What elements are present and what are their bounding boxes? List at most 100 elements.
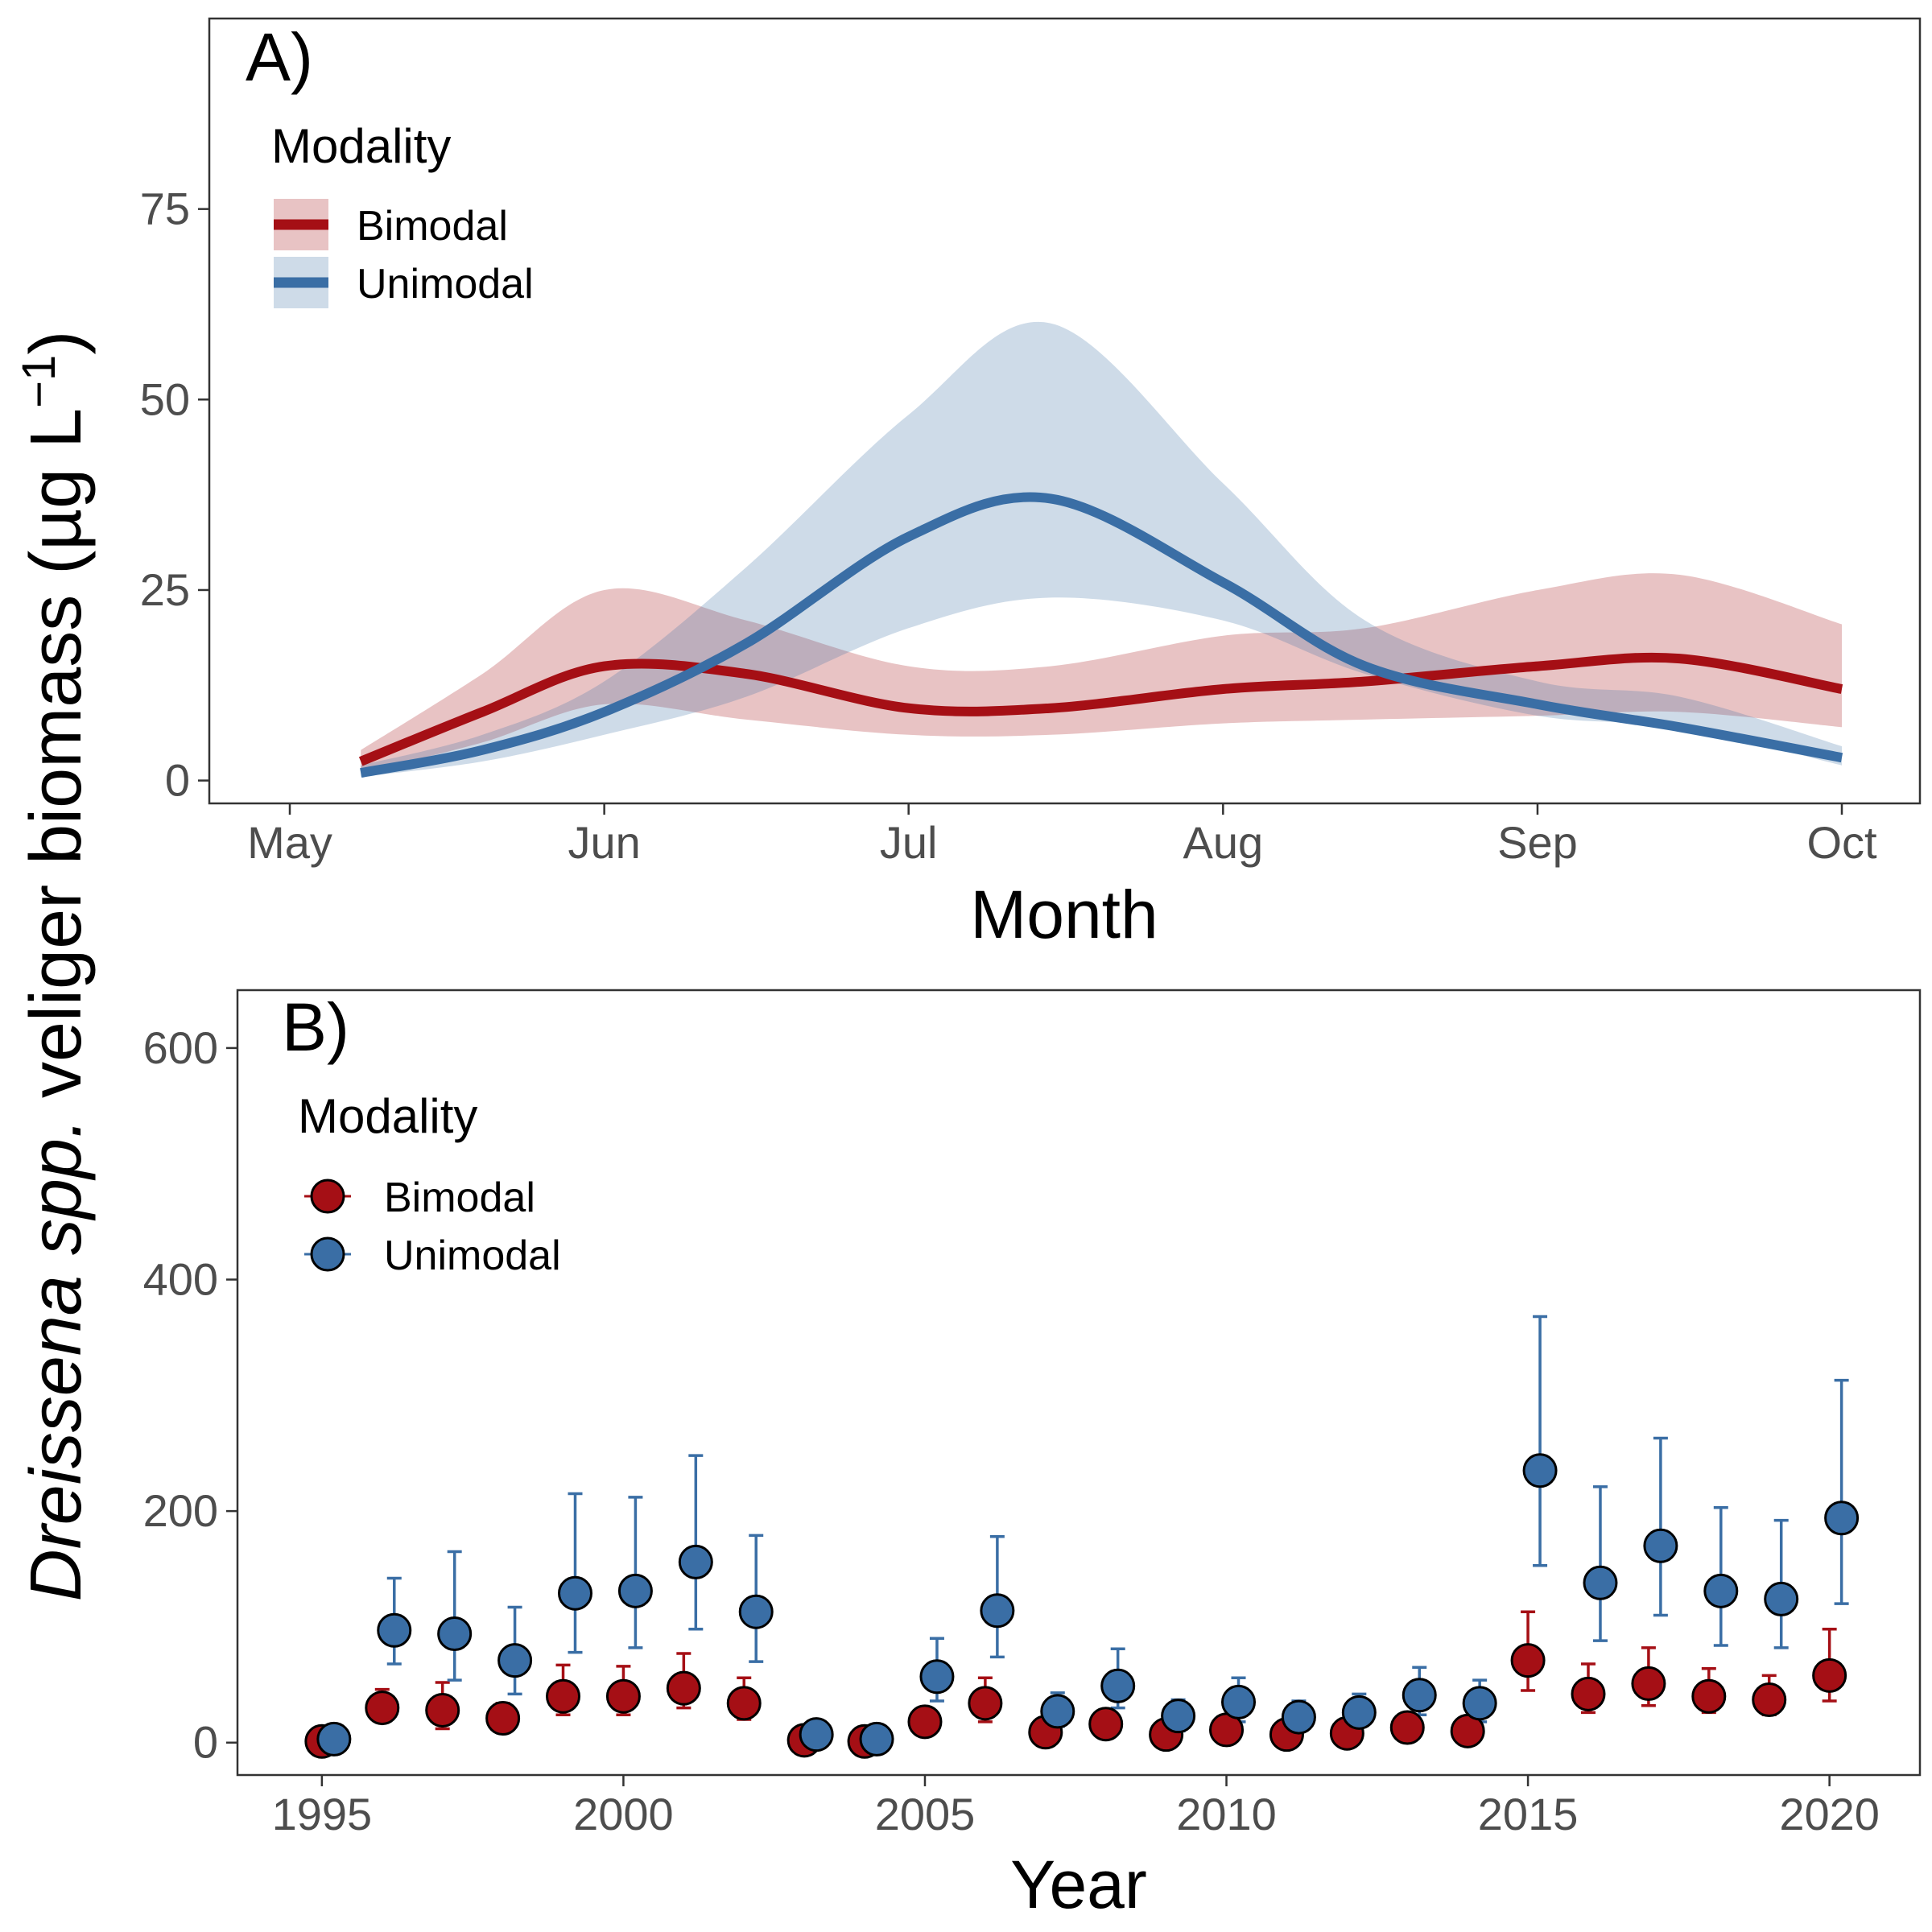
panel-a-xtick-label: May xyxy=(247,817,332,868)
panel-b-legend-label-bimodal: Bimodal xyxy=(384,1174,535,1221)
panel-a-ytick-label: 75 xyxy=(140,184,190,234)
panel-b-ytick-label: 400 xyxy=(143,1254,218,1305)
panel-b-point-bimodal xyxy=(546,1678,581,1714)
panel-b-point-unimodal xyxy=(1402,1678,1437,1713)
panel-a-legend-title: Modality xyxy=(271,119,451,173)
panel-b-point-bimodal xyxy=(1631,1666,1666,1701)
panel-a: A) 0 25 50 75 May Jun Jul Aug Sep Oct Month Moda… xyxy=(140,17,1922,952)
panel-a-frame xyxy=(208,17,1922,805)
panel-b-point-unimodal xyxy=(1281,1699,1316,1735)
y-axis-title-italic: Dreissena spp. xyxy=(16,1118,97,1601)
panel-b-point-unimodal xyxy=(497,1643,533,1678)
panel-b-legend-key-bimodal-point xyxy=(310,1179,345,1214)
panel-b-point-unimodal xyxy=(1703,1573,1739,1608)
y-axis-title-superscript: −1 xyxy=(13,355,65,408)
panel-b-point-bimodal xyxy=(1088,1707,1124,1742)
panel-a-legend-label-unimodal: Unimodal xyxy=(357,261,534,308)
panel-b-point-unimodal xyxy=(316,1721,352,1757)
panel-b-point-unimodal xyxy=(1462,1686,1497,1721)
panel-a-xtick-label: Aug xyxy=(1183,817,1264,868)
panel-b-point-bimodal xyxy=(666,1670,701,1706)
panel-b-point-bimodal xyxy=(485,1701,521,1736)
panel-b-point-bimodal xyxy=(726,1686,762,1721)
panel-b-yticks: 0 200 400 600 xyxy=(143,1022,237,1768)
panel-b-legend-key-unimodal-point xyxy=(310,1236,345,1272)
panel-a-band-unimodal xyxy=(361,321,1843,777)
panel-b-point-unimodal xyxy=(617,1573,653,1608)
panel-a-ytick-label: 25 xyxy=(140,564,190,615)
panel-a-xtick-label: Jul xyxy=(880,817,938,868)
panel-b-legend-title: Modality xyxy=(298,1089,477,1143)
panel-b-point-unimodal xyxy=(1161,1699,1196,1734)
panel-a-xtick-label: Sep xyxy=(1497,817,1578,868)
panel-a-line-unimodal xyxy=(360,492,1843,778)
panel-b-errorbar-unimodal xyxy=(1533,1315,1548,1567)
panel-b-point-unimodal xyxy=(1100,1668,1136,1703)
panel-b-legend-item-unimodal: Unimodal xyxy=(304,1232,561,1279)
panel-b-frame xyxy=(236,989,1922,1777)
panel-b-point-bimodal xyxy=(1510,1643,1546,1678)
panel-b-point-unimodal xyxy=(1341,1695,1377,1730)
panel-b-legend: Modality Bimodal Unimodal xyxy=(298,1089,561,1279)
panel-b-points xyxy=(304,1453,1860,1759)
panel-b-errorbar-unimodal xyxy=(1653,1436,1668,1617)
panel-b: B) 0 200 400 600 1995 2000 2005 2010 2015 2020 Y… xyxy=(143,989,1922,1922)
panel-b-point-unimodal xyxy=(738,1594,774,1629)
panel-b-point-bimodal xyxy=(425,1692,460,1728)
panel-b-point-bimodal xyxy=(1812,1657,1847,1693)
panel-b-ytick-label: 200 xyxy=(143,1485,218,1536)
panel-a-xtick-label: Oct xyxy=(1806,817,1877,868)
panel-a-legend: Modality Bimodal Unimodal xyxy=(271,119,534,308)
panel-b-point-unimodal xyxy=(1583,1565,1618,1600)
panel-b-point-bimodal xyxy=(365,1690,400,1726)
panel-b-point-unimodal xyxy=(919,1659,955,1695)
panel-b-point-unimodal xyxy=(557,1575,592,1611)
panel-b-xtick-label: 2020 xyxy=(1779,1789,1880,1839)
panel-b-point-bimodal xyxy=(1752,1682,1787,1718)
panel-a-legend-item-bimodal: Bimodal xyxy=(274,199,508,250)
panel-b-point-unimodal xyxy=(859,1721,894,1757)
panel-b-errorbar-unimodal xyxy=(628,1496,643,1649)
panel-b-xtick-label: 2010 xyxy=(1176,1789,1277,1839)
panel-b-point-unimodal xyxy=(980,1593,1015,1629)
panel-a-tag: A) xyxy=(246,19,313,95)
panel-a-legend-item-unimodal: Unimodal xyxy=(274,257,534,308)
panel-b-point-bimodal xyxy=(968,1686,1003,1721)
panel-b-xtick-label: 2005 xyxy=(875,1789,976,1839)
panel-a-ytick-label: 0 xyxy=(165,755,190,806)
panel-b-xticks: 1995 2000 2005 2010 2015 2020 xyxy=(272,1775,1880,1839)
panel-a-xticks: May Jun Jul Aug Sep Oct xyxy=(247,803,1877,868)
panel-b-errorbars xyxy=(314,1315,1849,1744)
panel-b-errorbar-unimodal xyxy=(688,1454,704,1631)
panel-b-errorbar-unimodal xyxy=(447,1550,462,1682)
panel-b-point-bimodal xyxy=(1571,1676,1606,1711)
panel-b-point-unimodal xyxy=(1040,1694,1075,1729)
panel-b-point-unimodal xyxy=(678,1544,713,1579)
panel-b-errorbar-unimodal xyxy=(568,1492,583,1654)
panel-a-xtick-label: Jun xyxy=(568,817,640,868)
panel-b-point-bimodal xyxy=(1691,1678,1727,1714)
panel-b-point-unimodal xyxy=(1221,1684,1257,1719)
panel-b-point-unimodal xyxy=(1764,1581,1799,1616)
panel-a-band-bimodal xyxy=(361,573,1843,774)
panel-b-x-axis-title: Year xyxy=(1010,1847,1147,1922)
panel-b-point-unimodal xyxy=(437,1616,473,1652)
panel-b-point-unimodal xyxy=(1522,1453,1558,1488)
panel-b-xtick-label: 2015 xyxy=(1478,1789,1579,1839)
y-axis-title-main: veliger biomass (µg L xyxy=(16,408,97,1118)
panel-a-lines xyxy=(358,492,1843,778)
panel-b-point-unimodal xyxy=(799,1717,834,1752)
panel-b-errorbar-unimodal xyxy=(1834,1378,1849,1605)
panel-a-x-axis-title: Month xyxy=(970,877,1158,952)
panel-b-point-bimodal xyxy=(907,1704,943,1740)
y-axis-title: Dreissena spp. veliger biomass (µg L−1) xyxy=(13,331,97,1602)
panel-b-point-unimodal xyxy=(1824,1501,1860,1536)
panel-b-point-bimodal xyxy=(605,1678,641,1714)
panel-b-ytick-label: 0 xyxy=(193,1717,218,1768)
y-axis-title-close: ) xyxy=(16,331,97,355)
panel-b-legend-item-bimodal: Bimodal xyxy=(304,1174,535,1221)
panel-b-xtick-label: 1995 xyxy=(272,1789,373,1839)
panel-a-ytick-label: 50 xyxy=(140,374,190,424)
panel-b-point-unimodal xyxy=(377,1612,412,1648)
